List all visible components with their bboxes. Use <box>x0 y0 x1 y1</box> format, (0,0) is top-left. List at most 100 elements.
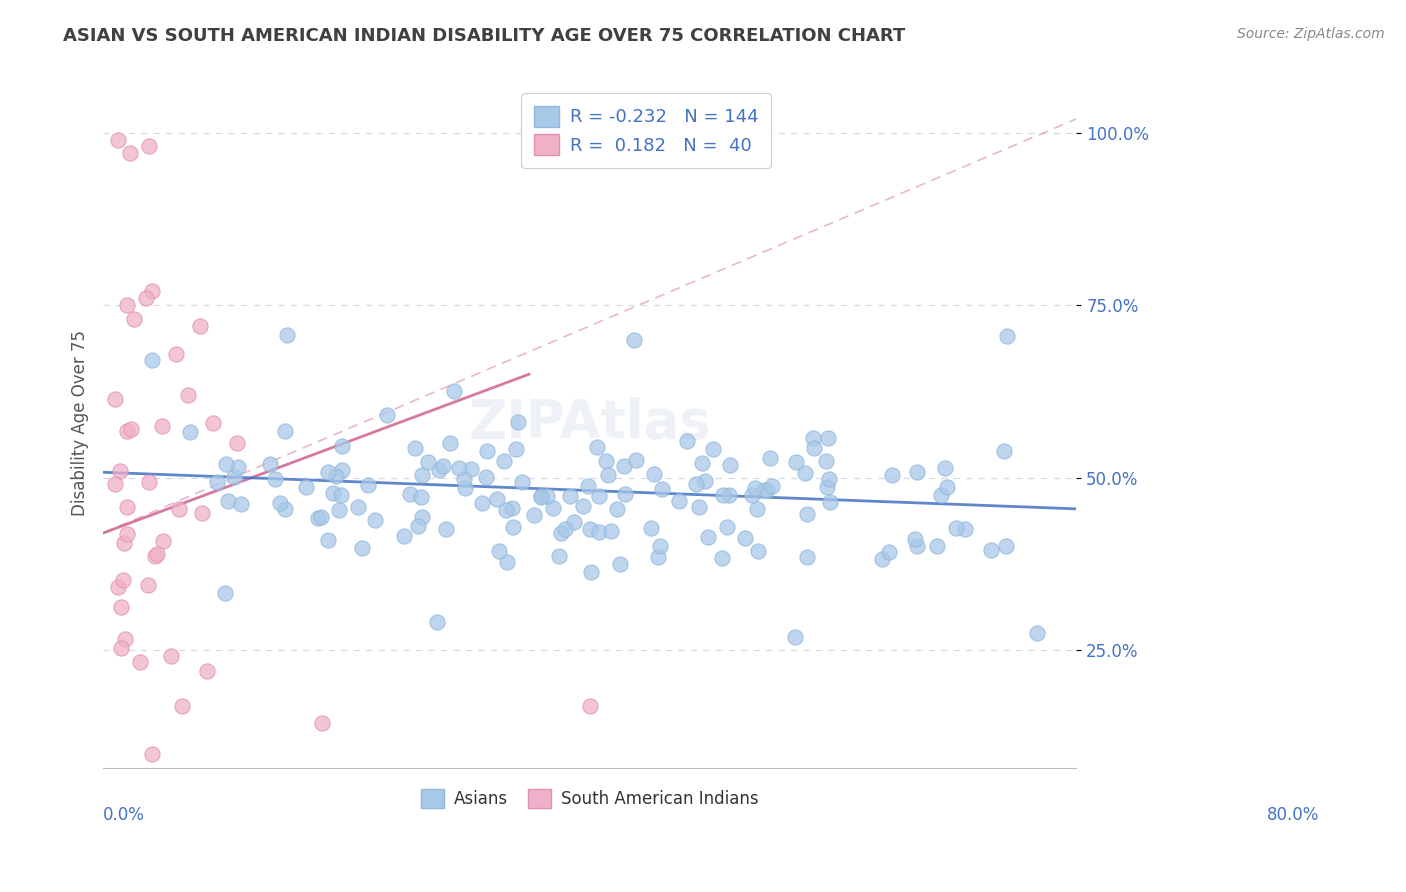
Point <box>595 454 617 468</box>
Point <box>460 462 482 476</box>
Point <box>439 435 461 450</box>
Point <box>560 489 582 503</box>
Point <box>432 459 454 474</box>
Point <box>734 531 756 545</box>
Point <box>562 516 585 530</box>
Point <box>995 329 1018 343</box>
Point <box>392 528 415 542</box>
Point <box>104 476 127 491</box>
Point <box>624 453 647 467</box>
Point <box>136 578 159 592</box>
Point <box>1025 626 1047 640</box>
Point <box>578 478 600 492</box>
Point <box>796 549 818 564</box>
Point <box>785 455 807 469</box>
Point <box>541 500 564 515</box>
Point <box>115 527 138 541</box>
Point <box>141 285 163 299</box>
Point <box>817 472 839 486</box>
Point <box>744 481 766 495</box>
Point <box>434 522 457 536</box>
Point <box>783 630 806 644</box>
Point <box>880 467 903 482</box>
Point <box>135 291 157 305</box>
Text: 0.0%: 0.0% <box>103 805 145 823</box>
Point <box>758 451 780 466</box>
Point <box>231 497 253 511</box>
Point <box>215 457 238 471</box>
Point <box>406 519 429 533</box>
Point <box>172 698 194 713</box>
Point <box>107 580 129 594</box>
Point <box>815 480 838 494</box>
Point <box>110 640 132 655</box>
Point <box>475 444 498 458</box>
Point <box>409 490 432 504</box>
Legend: Asians, South American Indians: Asians, South American Indians <box>413 782 766 814</box>
Point <box>801 431 824 445</box>
Point <box>756 483 779 498</box>
Point <box>803 441 825 455</box>
Point <box>190 506 212 520</box>
Point <box>138 139 160 153</box>
Point <box>104 392 127 407</box>
Point <box>418 455 440 469</box>
Point <box>443 384 465 399</box>
Point <box>794 467 817 481</box>
Point <box>747 544 769 558</box>
Point <box>167 501 190 516</box>
Point <box>330 463 353 477</box>
Point <box>688 500 710 514</box>
Point <box>588 525 610 540</box>
Point <box>217 493 239 508</box>
Point <box>614 487 637 501</box>
Point <box>112 535 135 549</box>
Point <box>643 467 665 481</box>
Point <box>720 458 742 472</box>
Point <box>502 520 524 534</box>
Point <box>547 549 569 564</box>
Point <box>411 510 433 524</box>
Point <box>120 422 142 436</box>
Point <box>375 408 398 422</box>
Point <box>945 520 967 534</box>
Point <box>325 468 347 483</box>
Point <box>925 539 948 553</box>
Point <box>165 346 187 360</box>
Point <box>276 327 298 342</box>
Point <box>596 467 619 482</box>
Point <box>529 490 551 504</box>
Point <box>579 565 602 579</box>
Point <box>117 500 139 515</box>
Point <box>623 333 645 347</box>
Point <box>143 549 166 563</box>
Point <box>506 415 529 429</box>
Point <box>110 465 132 479</box>
Point <box>352 541 374 556</box>
Point <box>953 523 976 537</box>
Point <box>905 466 928 480</box>
Point <box>330 439 353 453</box>
Point <box>613 459 636 474</box>
Point <box>494 453 516 467</box>
Point <box>752 483 775 497</box>
Point <box>877 545 900 559</box>
Point <box>177 388 200 402</box>
Point <box>572 500 595 514</box>
Point <box>114 632 136 647</box>
Point <box>995 539 1018 553</box>
Point <box>501 500 523 515</box>
Point <box>585 440 607 454</box>
Point <box>311 715 333 730</box>
Point <box>274 502 297 516</box>
Point <box>141 353 163 368</box>
Point <box>453 471 475 485</box>
Point <box>675 434 697 448</box>
Point <box>904 532 927 546</box>
Point <box>796 508 818 522</box>
Point <box>426 615 449 629</box>
Point <box>936 480 959 494</box>
Point <box>145 547 167 561</box>
Point <box>668 494 690 508</box>
Point <box>870 552 893 566</box>
